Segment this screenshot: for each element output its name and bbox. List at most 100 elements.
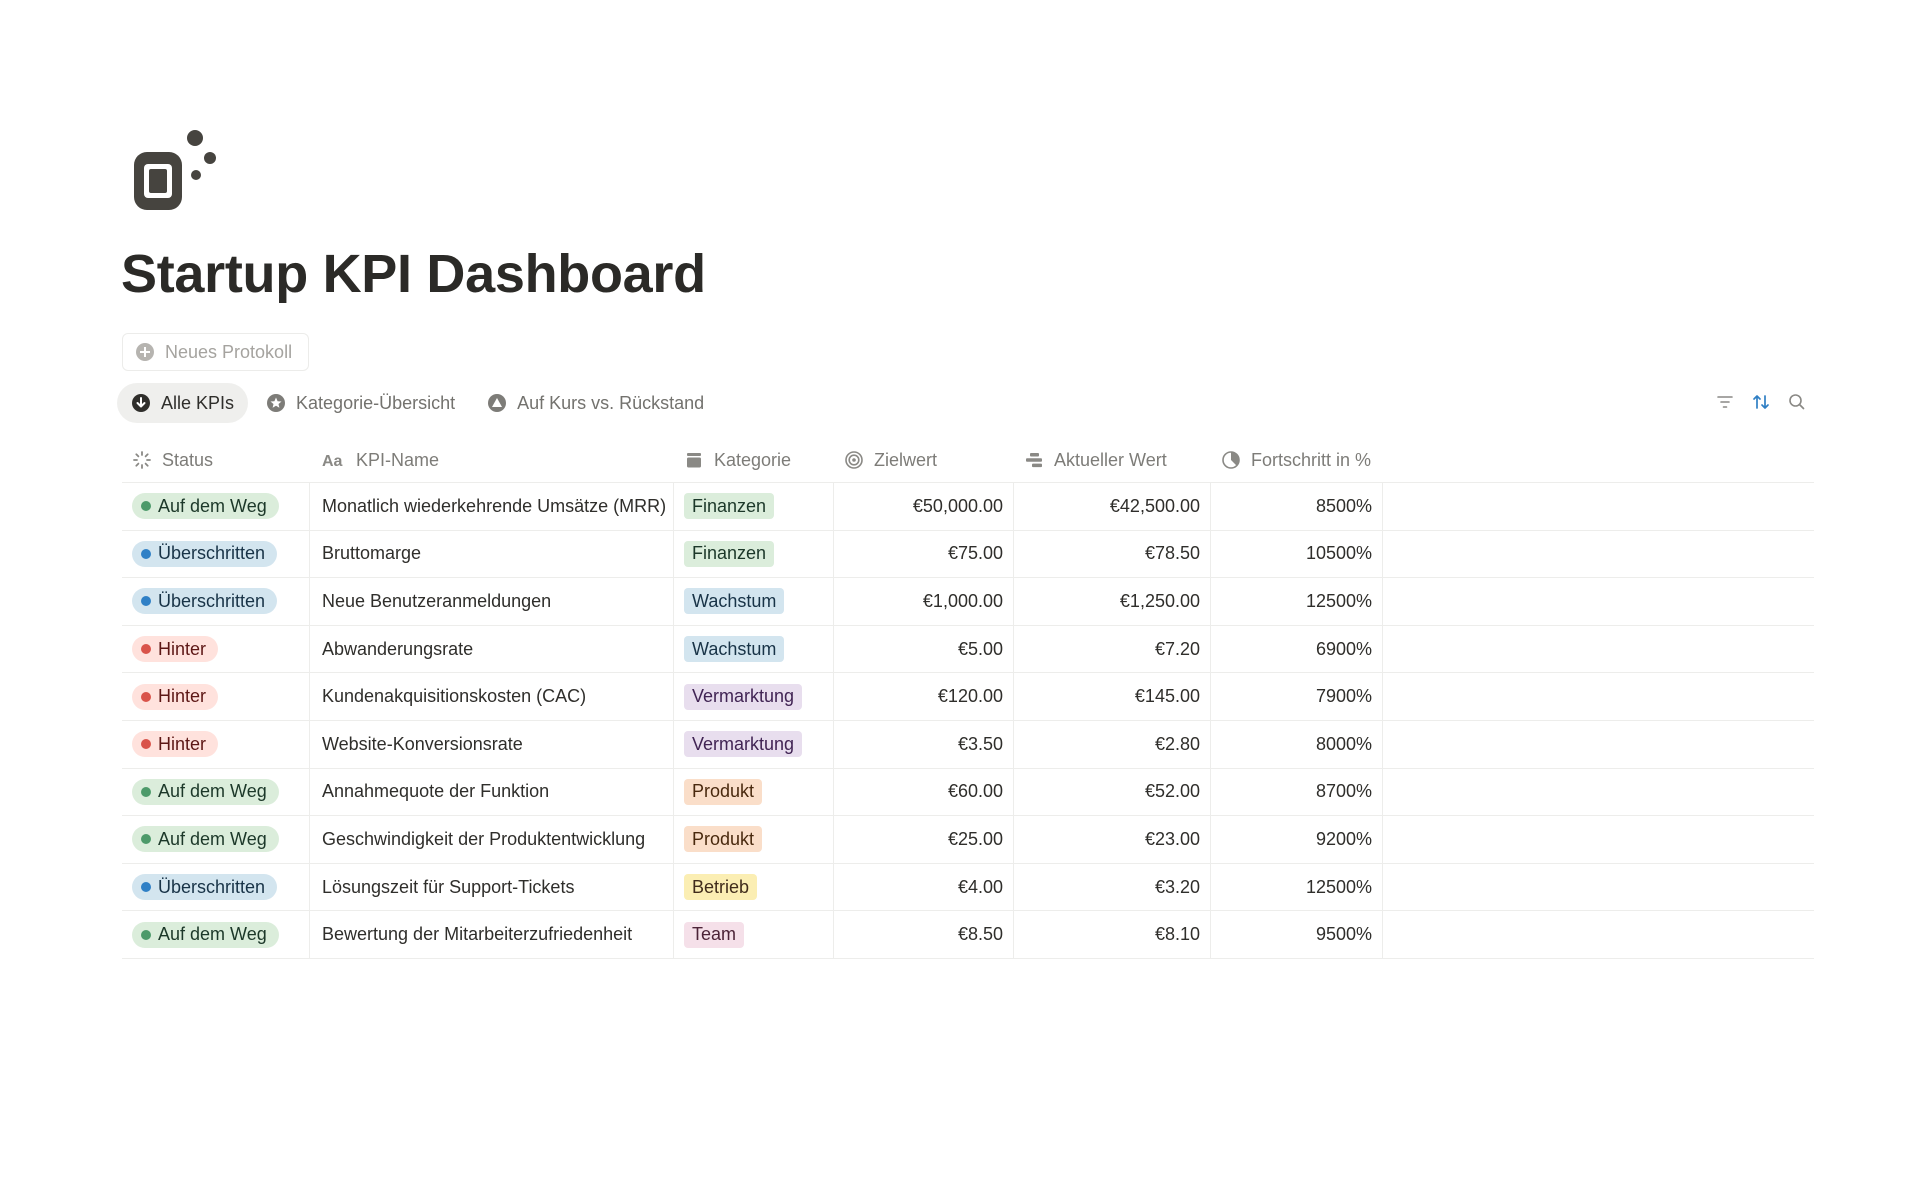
category-cell[interactable]: Produkt — [674, 816, 834, 863]
category-tag[interactable]: Finanzen — [684, 493, 775, 520]
kpi-name-cell[interactable]: Website-Konversionsrate — [310, 720, 674, 768]
status-cell[interactable]: Auf dem Weg — [122, 483, 310, 530]
goal-cell[interactable]: €25.00 — [834, 816, 1014, 863]
category-tag[interactable]: Team — [684, 921, 745, 948]
status-cell[interactable]: Überschritten — [122, 863, 310, 911]
status-badge[interactable]: Hinter — [132, 636, 219, 663]
current-value-cell[interactable]: €52.00 — [1014, 768, 1211, 816]
status-badge[interactable]: Auf dem Weg — [132, 778, 279, 805]
category-tag[interactable]: Wachstum — [684, 588, 785, 615]
current-value-cell[interactable]: €145.00 — [1014, 673, 1211, 720]
status-cell[interactable]: Auf dem Weg — [122, 816, 310, 863]
table-row[interactable]: Auf dem Weg Bewertung der Mitarbeiterzuf… — [122, 911, 1814, 959]
current-value-cell[interactable]: €7.20 — [1014, 625, 1211, 673]
tab-category-overview[interactable]: Kategorie-Übersicht — [252, 383, 469, 423]
column-header-status[interactable]: Status — [122, 438, 310, 482]
column-header-goal[interactable]: Zielwert — [834, 438, 1014, 482]
kpi-name-cell[interactable]: Neue Benutzeranmeldungen — [310, 578, 674, 625]
category-cell[interactable]: Wachstum — [674, 625, 834, 673]
category-tag[interactable]: Betrieb — [684, 874, 758, 901]
category-tag[interactable]: Produkt — [684, 778, 763, 805]
filter-icon[interactable] — [1714, 391, 1736, 413]
category-tag[interactable]: Finanzen — [684, 540, 775, 567]
status-badge[interactable]: Überschritten — [132, 874, 278, 901]
category-tag[interactable]: Produkt — [684, 826, 763, 853]
status-badge[interactable]: Auf dem Weg — [132, 921, 279, 948]
status-cell[interactable]: Auf dem Weg — [122, 911, 310, 958]
progress-cell[interactable]: 8000% — [1211, 720, 1383, 768]
tab-all-kpis[interactable]: Alle KPIs — [117, 383, 249, 423]
sort-icon[interactable] — [1750, 391, 1772, 413]
category-tag[interactable]: Vermarktung — [684, 731, 803, 758]
current-value-cell[interactable]: €42,500.00 — [1014, 483, 1211, 530]
category-cell[interactable]: Finanzen — [674, 483, 834, 530]
status-cell[interactable]: Überschritten — [122, 530, 310, 578]
goal-cell[interactable]: €75.00 — [834, 530, 1014, 578]
status-cell[interactable]: Hinter — [122, 625, 310, 673]
status-cell[interactable]: Überschritten — [122, 578, 310, 625]
progress-cell[interactable]: 8500% — [1211, 483, 1383, 530]
status-cell[interactable]: Auf dem Weg — [122, 768, 310, 816]
status-cell[interactable]: Hinter — [122, 673, 310, 720]
status-badge[interactable]: Überschritten — [132, 540, 278, 567]
goal-cell[interactable]: €50,000.00 — [834, 483, 1014, 530]
table-row[interactable]: Hinter Website-Konversionsrate Vermarktu… — [122, 720, 1814, 769]
column-header-kpi-name[interactable]: Aa KPI-Name — [310, 438, 674, 482]
kpi-name-cell[interactable]: Bewertung der Mitarbeiterzufriedenheit — [310, 911, 674, 958]
kpi-name-cell[interactable]: Abwanderungsrate — [310, 625, 674, 673]
table-row[interactable]: Auf dem Weg Geschwindigkeit der Produkte… — [122, 816, 1814, 864]
goal-cell[interactable]: €5.00 — [834, 625, 1014, 673]
kpi-name-cell[interactable]: Bruttomarge — [310, 530, 674, 578]
category-cell[interactable]: Produkt — [674, 768, 834, 816]
progress-cell[interactable]: 9500% — [1211, 911, 1383, 958]
new-log-button[interactable]: Neues Protokoll — [122, 333, 310, 371]
goal-cell[interactable]: €8.50 — [834, 911, 1014, 958]
category-tag[interactable]: Vermarktung — [684, 683, 803, 710]
current-value-cell[interactable]: €3.20 — [1014, 863, 1211, 911]
progress-cell[interactable]: 12500% — [1211, 578, 1383, 625]
kpi-name-cell[interactable]: Annahmequote der Funktion — [310, 768, 674, 816]
category-cell[interactable]: Vermarktung — [674, 720, 834, 768]
current-value-cell[interactable]: €23.00 — [1014, 816, 1211, 863]
category-cell[interactable]: Finanzen — [674, 530, 834, 578]
search-icon[interactable] — [1786, 391, 1808, 413]
kpi-name-cell[interactable]: Kundenakquisitionskosten (CAC) — [310, 673, 674, 720]
kpi-name-cell[interactable]: Monatlich wiederkehrende Umsätze (MRR) — [310, 483, 674, 530]
status-badge[interactable]: Hinter — [132, 683, 219, 710]
table-row[interactable]: Überschritten Neue Benutzeranmeldungen W… — [122, 578, 1814, 626]
goal-cell[interactable]: €3.50 — [834, 720, 1014, 768]
goal-cell[interactable]: €1,000.00 — [834, 578, 1014, 625]
table-row[interactable]: Auf dem Weg Annahmequote der Funktion Pr… — [122, 768, 1814, 817]
current-value-cell[interactable]: €78.50 — [1014, 530, 1211, 578]
status-cell[interactable]: Hinter — [122, 720, 310, 768]
category-cell[interactable]: Vermarktung — [674, 673, 834, 720]
status-badge[interactable]: Überschritten — [132, 588, 278, 615]
column-header-current-value[interactable]: Aktueller Wert — [1014, 438, 1211, 482]
kpi-name-cell[interactable]: Geschwindigkeit der Produktentwicklung — [310, 816, 674, 863]
progress-cell[interactable]: 7900% — [1211, 673, 1383, 720]
status-badge[interactable]: Auf dem Weg — [132, 826, 279, 853]
category-tag[interactable]: Wachstum — [684, 636, 785, 663]
status-badge[interactable]: Auf dem Weg — [132, 493, 279, 520]
goal-cell[interactable]: €4.00 — [834, 863, 1014, 911]
column-header-progress[interactable]: Fortschritt in % — [1211, 438, 1383, 482]
table-row[interactable]: Überschritten Lösungszeit für Support-Ti… — [122, 863, 1814, 912]
current-value-cell[interactable]: €2.80 — [1014, 720, 1211, 768]
status-badge[interactable]: Hinter — [132, 731, 219, 758]
kpi-name-cell[interactable]: Lösungszeit für Support-Tickets — [310, 863, 674, 911]
column-header-category[interactable]: Kategorie — [674, 438, 834, 482]
table-row[interactable]: Hinter Kundenakquisitionskosten (CAC) Ve… — [122, 673, 1814, 721]
progress-cell[interactable]: 8700% — [1211, 768, 1383, 816]
ticket-bubbles-icon[interactable] — [128, 126, 224, 222]
goal-cell[interactable]: €60.00 — [834, 768, 1014, 816]
current-value-cell[interactable]: €1,250.00 — [1014, 578, 1211, 625]
progress-cell[interactable]: 12500% — [1211, 863, 1383, 911]
progress-cell[interactable]: 6900% — [1211, 625, 1383, 673]
progress-cell[interactable]: 9200% — [1211, 816, 1383, 863]
table-row[interactable]: Hinter Abwanderungsrate Wachstum €5.00 €… — [122, 625, 1814, 674]
goal-cell[interactable]: €120.00 — [834, 673, 1014, 720]
current-value-cell[interactable]: €8.10 — [1014, 911, 1211, 958]
table-row[interactable]: Auf dem Weg Monatlich wiederkehrende Ums… — [122, 483, 1814, 531]
tab-on-track-vs-behind[interactable]: Auf Kurs vs. Rückstand — [473, 383, 718, 423]
category-cell[interactable]: Team — [674, 911, 834, 958]
